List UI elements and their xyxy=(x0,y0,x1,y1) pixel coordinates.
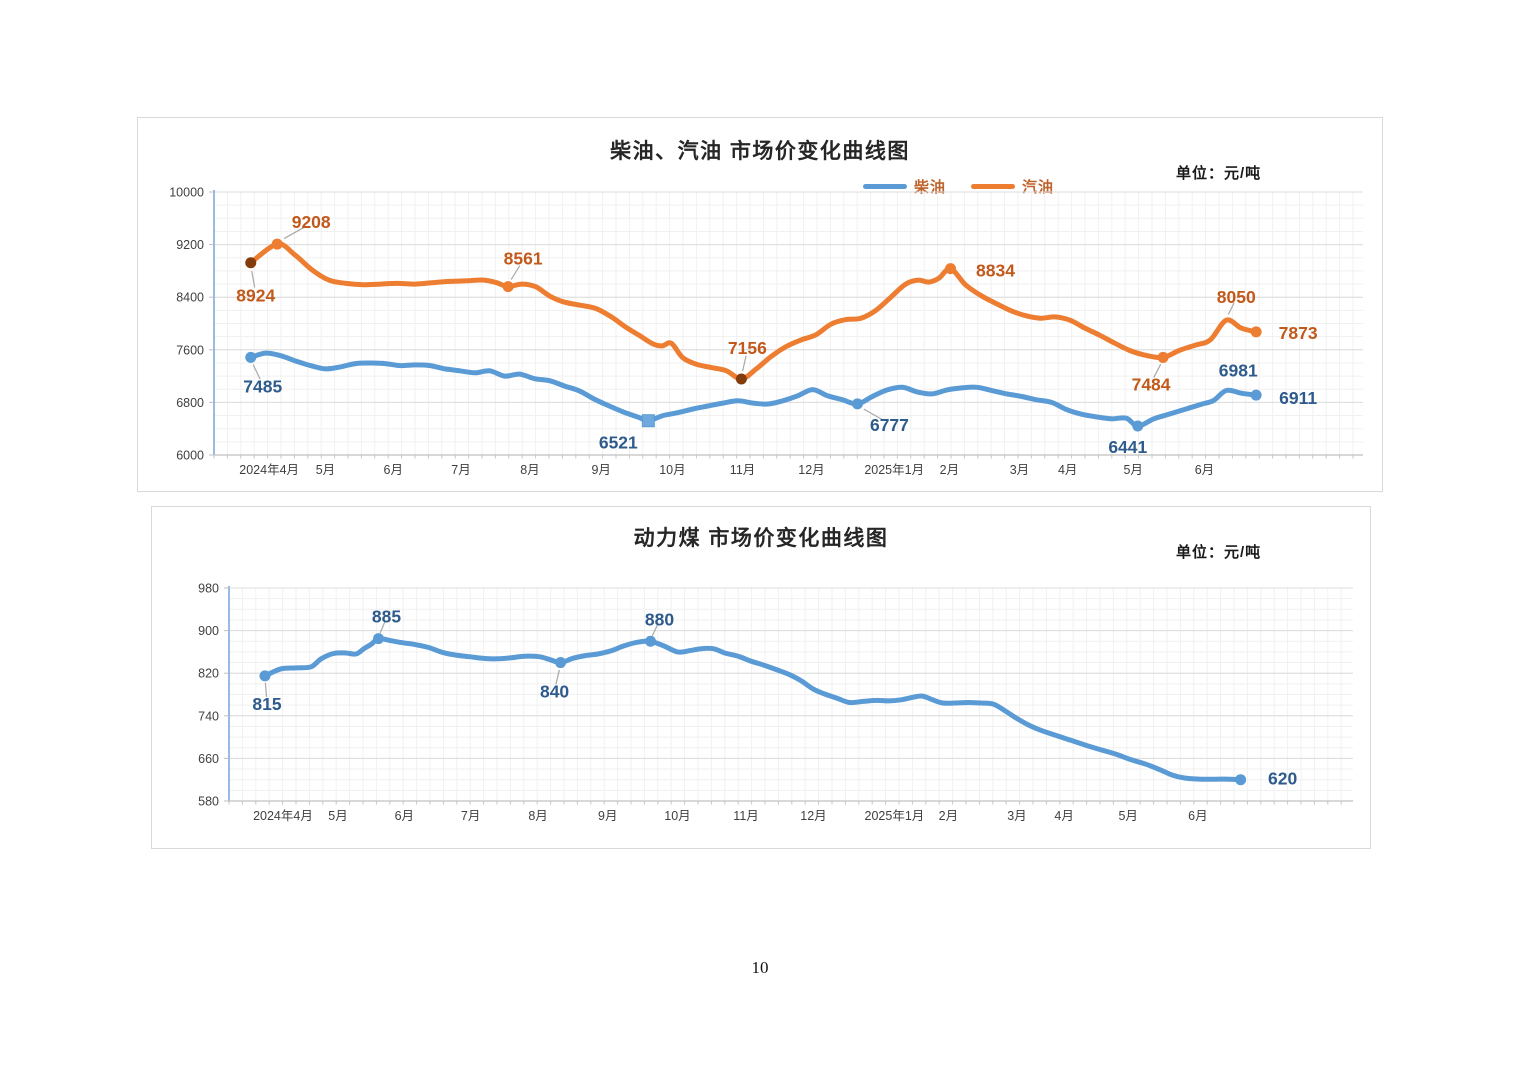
svg-text:8400: 8400 xyxy=(176,291,204,305)
svg-text:6777: 6777 xyxy=(870,415,909,435)
svg-text:740: 740 xyxy=(198,709,219,723)
svg-text:2024年4月: 2024年4月 xyxy=(239,463,299,477)
coal-price-plot: 980 900 820 740 660 580 2024年4月 5月 6月 7月 8月 9月 10月 11… xyxy=(198,582,1353,823)
svg-text:2月: 2月 xyxy=(940,463,959,477)
svg-text:8月: 8月 xyxy=(520,463,539,477)
svg-text:900: 900 xyxy=(198,624,219,638)
svg-text:2024年4月: 2024年4月 xyxy=(253,809,313,823)
svg-text:10000: 10000 xyxy=(169,186,204,200)
svg-text:8561: 8561 xyxy=(504,249,543,269)
svg-text:9月: 9月 xyxy=(591,463,610,477)
svg-text:8924: 8924 xyxy=(236,286,275,306)
svg-text:5月: 5月 xyxy=(1118,809,1137,823)
svg-text:5月: 5月 xyxy=(316,463,335,477)
svg-text:980: 980 xyxy=(198,582,219,596)
svg-text:6911: 6911 xyxy=(1279,388,1317,408)
svg-text:7484: 7484 xyxy=(1132,374,1171,394)
svg-text:880: 880 xyxy=(645,609,674,629)
svg-text:12月: 12月 xyxy=(798,463,824,477)
fuel-price-chart: 柴油、汽油 市场价变化曲线图 单位：元/吨 柴油 汽油 10000 9200 840… xyxy=(137,117,1383,492)
chart-title: 动力煤 市场价变化曲线图 xyxy=(633,527,889,550)
svg-text:2025年1月: 2025年1月 xyxy=(864,463,924,477)
svg-text:2025年1月: 2025年1月 xyxy=(865,809,925,823)
svg-text:815: 815 xyxy=(252,694,281,714)
page-number: 10 xyxy=(751,958,769,977)
svg-text:12月: 12月 xyxy=(800,809,826,823)
svg-text:9200: 9200 xyxy=(176,238,204,252)
gasoline-line-swatch xyxy=(971,184,1016,189)
chart-title: 柴油、汽油 市场价变化曲线图 xyxy=(610,140,910,163)
svg-text:6000: 6000 xyxy=(176,449,204,463)
svg-text:9208: 9208 xyxy=(292,212,331,232)
unit-label: 单位：元/吨 xyxy=(1176,165,1262,182)
coal-price-chart: 动力煤 市场价变化曲线图 单位：元/吨 980 900 820 740 660 580 20… xyxy=(151,506,1371,849)
svg-text:6521: 6521 xyxy=(599,433,638,453)
svg-text:7873: 7873 xyxy=(1279,323,1318,343)
svg-text:6月: 6月 xyxy=(395,809,414,823)
svg-text:6981: 6981 xyxy=(1219,360,1258,380)
svg-text:6月: 6月 xyxy=(1188,809,1207,823)
svg-text:7485: 7485 xyxy=(243,376,282,396)
unit-label: 单位：元/吨 xyxy=(1176,544,1262,561)
svg-text:5月: 5月 xyxy=(328,809,347,823)
svg-text:6800: 6800 xyxy=(176,396,204,410)
svg-text:7600: 7600 xyxy=(176,343,204,357)
diesel-line-swatch xyxy=(863,184,907,189)
svg-text:11月: 11月 xyxy=(733,809,758,823)
svg-text:7月: 7月 xyxy=(461,809,480,823)
svg-text:7月: 7月 xyxy=(451,463,470,477)
svg-text:4月: 4月 xyxy=(1058,463,1077,477)
svg-text:4月: 4月 xyxy=(1054,809,1073,823)
svg-text:9月: 9月 xyxy=(598,809,617,823)
svg-text:10月: 10月 xyxy=(659,463,685,477)
svg-text:580: 580 xyxy=(198,795,219,809)
svg-text:840: 840 xyxy=(540,682,569,702)
svg-text:11月: 11月 xyxy=(730,463,755,477)
svg-text:6月: 6月 xyxy=(1195,463,1214,477)
svg-text:2月: 2月 xyxy=(939,809,958,823)
svg-text:820: 820 xyxy=(198,667,219,681)
svg-text:6月: 6月 xyxy=(384,463,403,477)
svg-text:10月: 10月 xyxy=(664,809,690,823)
svg-text:885: 885 xyxy=(372,607,401,627)
svg-text:3月: 3月 xyxy=(1010,463,1029,477)
svg-text:6441: 6441 xyxy=(1108,437,1147,457)
svg-text:5月: 5月 xyxy=(1123,463,1142,477)
svg-text:7156: 7156 xyxy=(728,338,767,358)
svg-text:660: 660 xyxy=(198,752,219,766)
svg-text:3月: 3月 xyxy=(1007,809,1026,823)
svg-text:620: 620 xyxy=(1268,769,1297,789)
svg-text:8050: 8050 xyxy=(1217,287,1256,307)
fuel-price-plot: 10000 9200 8400 7600 6800 6000 2024年4月 5月 6月 7月 8月… xyxy=(169,186,1363,477)
svg-text:8834: 8834 xyxy=(976,261,1015,281)
svg-text:8月: 8月 xyxy=(528,809,547,823)
